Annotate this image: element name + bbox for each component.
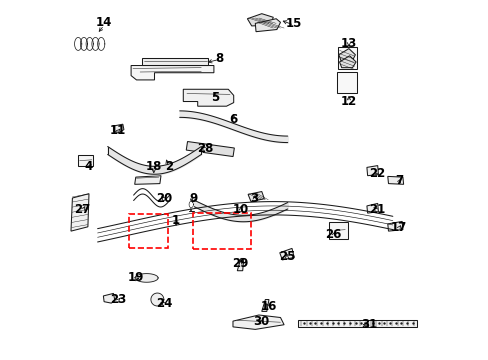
PathPatch shape — [387, 221, 402, 231]
Bar — [78, 155, 93, 166]
Text: 30: 30 — [253, 315, 269, 328]
Text: 26: 26 — [325, 228, 341, 241]
PathPatch shape — [366, 166, 378, 176]
Text: 2: 2 — [164, 160, 173, 173]
Text: 14: 14 — [96, 16, 112, 29]
Text: 5: 5 — [210, 91, 219, 104]
Text: 15: 15 — [285, 17, 302, 30]
Text: 9: 9 — [189, 192, 197, 205]
PathPatch shape — [103, 293, 115, 303]
PathPatch shape — [131, 66, 213, 80]
Text: 4: 4 — [85, 160, 93, 173]
PathPatch shape — [339, 56, 355, 68]
Polygon shape — [151, 293, 163, 306]
Text: 17: 17 — [389, 221, 406, 234]
Bar — [328, 222, 347, 239]
Bar — [337, 72, 356, 93]
Text: 13: 13 — [340, 37, 356, 50]
PathPatch shape — [247, 14, 273, 26]
Polygon shape — [80, 37, 87, 50]
Text: 21: 21 — [368, 203, 385, 216]
Text: 7: 7 — [394, 174, 403, 187]
Text: 1: 1 — [172, 214, 180, 227]
PathPatch shape — [366, 203, 378, 213]
PathPatch shape — [338, 49, 355, 60]
Text: 23: 23 — [109, 293, 125, 306]
Text: 11: 11 — [109, 124, 125, 137]
Text: 10: 10 — [232, 203, 248, 216]
PathPatch shape — [142, 58, 208, 65]
Text: 29: 29 — [231, 257, 248, 270]
PathPatch shape — [297, 320, 416, 327]
PathPatch shape — [255, 19, 280, 32]
PathPatch shape — [232, 315, 284, 329]
Text: 12: 12 — [340, 95, 356, 108]
Polygon shape — [92, 37, 99, 50]
PathPatch shape — [71, 194, 89, 231]
Text: 18: 18 — [145, 160, 162, 173]
Text: 22: 22 — [368, 167, 385, 180]
Text: 24: 24 — [156, 297, 172, 310]
Bar — [337, 47, 356, 69]
Text: 25: 25 — [278, 250, 295, 263]
Polygon shape — [189, 201, 193, 208]
PathPatch shape — [134, 176, 161, 184]
Text: 27: 27 — [74, 203, 90, 216]
Text: 8: 8 — [215, 52, 223, 65]
Polygon shape — [135, 274, 158, 282]
Polygon shape — [98, 37, 104, 50]
Bar — [193, 213, 250, 249]
PathPatch shape — [247, 192, 264, 202]
PathPatch shape — [183, 89, 233, 106]
Bar — [128, 214, 168, 248]
Text: 19: 19 — [127, 271, 143, 284]
Text: 6: 6 — [228, 113, 237, 126]
PathPatch shape — [279, 248, 294, 260]
Text: 20: 20 — [156, 192, 172, 205]
PathPatch shape — [113, 124, 123, 132]
PathPatch shape — [237, 258, 244, 271]
Text: 31: 31 — [361, 318, 377, 331]
Text: 16: 16 — [260, 300, 277, 313]
Text: 28: 28 — [196, 142, 213, 155]
Text: 3: 3 — [250, 192, 258, 205]
PathPatch shape — [387, 176, 403, 184]
PathPatch shape — [186, 141, 234, 157]
Polygon shape — [86, 37, 93, 50]
PathPatch shape — [261, 300, 268, 311]
Polygon shape — [75, 37, 81, 50]
